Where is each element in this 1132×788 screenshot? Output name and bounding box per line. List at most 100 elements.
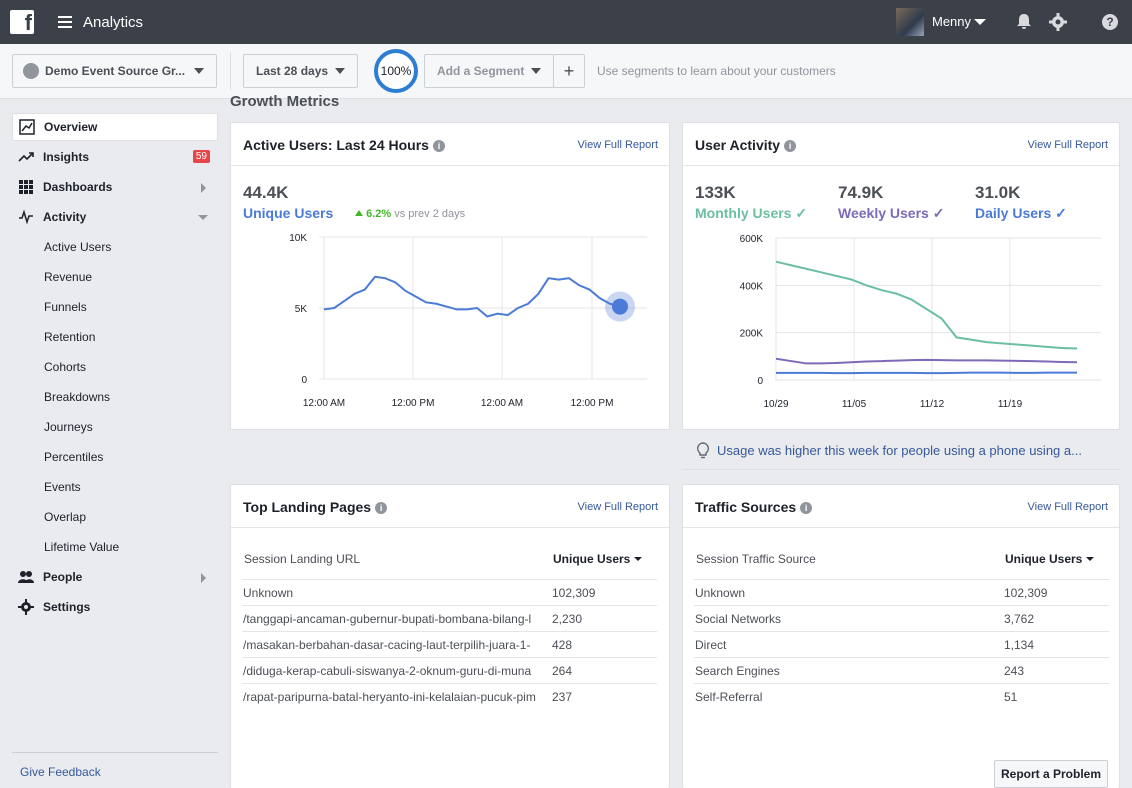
table-row[interactable]: Self-Referral 51 bbox=[694, 683, 1109, 709]
user-name[interactable]: Menny bbox=[932, 14, 972, 29]
x-tick-label: 12:00 PM bbox=[571, 398, 614, 409]
sidebar-item-label: Overview bbox=[44, 120, 98, 134]
view-full-report-link[interactable]: View Full Report bbox=[577, 139, 659, 151]
unique-users: 1,134 bbox=[1004, 638, 1035, 652]
gear-icon[interactable] bbox=[1048, 12, 1068, 32]
sidebar-item-label: Activity bbox=[43, 210, 87, 224]
sidebar-item-settings[interactable]: Settings bbox=[12, 593, 218, 621]
sidebar-item-label: People bbox=[43, 570, 83, 584]
change-indicator: 6.2% vs prev 2 days bbox=[355, 208, 465, 220]
y-tick-label: 600K bbox=[740, 234, 764, 245]
grid-icon bbox=[18, 179, 34, 195]
user-activity-chart[interactable]: 0 200K 400K 600K 10/29 11/05 11/12 11/19 bbox=[683, 226, 1119, 416]
sidebar-item-overview[interactable]: Overview bbox=[12, 113, 218, 141]
table-row[interactable]: Search Engines 243 bbox=[694, 657, 1109, 683]
sampling-percent[interactable]: 100% bbox=[374, 49, 418, 93]
bell-icon[interactable] bbox=[1014, 12, 1034, 32]
column-header-url: Session Landing URL bbox=[244, 552, 361, 566]
traffic-source: Direct bbox=[695, 638, 727, 652]
weekly-users-label[interactable]: Weekly Users ✓ bbox=[838, 205, 944, 222]
chevron-right-icon bbox=[201, 183, 206, 193]
table-row[interactable]: /diduga-kerap-cabuli-siswanya-2-oknum-gu… bbox=[242, 657, 657, 683]
sidebar-sub-revenue[interactable]: Revenue bbox=[44, 270, 93, 284]
avatar[interactable] bbox=[896, 8, 924, 36]
sidebar-item-dashboards[interactable]: Dashboards bbox=[12, 173, 218, 201]
event-source-dropdown[interactable]: Demo Event Source Gr... bbox=[12, 54, 217, 88]
view-full-report-link[interactable]: View Full Report bbox=[1027, 501, 1109, 513]
facebook-logo-icon[interactable]: f bbox=[10, 10, 34, 35]
add-segment-button[interactable]: + bbox=[553, 54, 585, 88]
table-row[interactable]: /tanggapi-ancaman-gubernur-bupati-bomban… bbox=[242, 605, 657, 631]
card-title: Active Users: Last 24 Hours i bbox=[243, 137, 445, 153]
add-segment-dropdown[interactable]: Add a Segment bbox=[424, 54, 554, 88]
info-icon[interactable]: i bbox=[432, 140, 445, 152]
x-tick-label: 12:00 AM bbox=[481, 398, 523, 409]
card-title: Traffic Sources i bbox=[695, 499, 813, 515]
insight-hint[interactable]: Usage was higher this week for people us… bbox=[682, 431, 1120, 470]
traffic-sources-card: Traffic Sources i View Full Report Sessio… bbox=[682, 484, 1120, 788]
user-activity-card: User Activity i View Full Report 133K Mon… bbox=[682, 122, 1120, 430]
help-icon[interactable]: ? bbox=[1100, 12, 1120, 32]
x-tick-label: 11/19 bbox=[998, 399, 1023, 410]
unique-users: 2,230 bbox=[552, 612, 583, 626]
check-icon: ✓ bbox=[1055, 205, 1067, 221]
monthly-users-label[interactable]: Monthly Users ✓ bbox=[695, 205, 807, 222]
column-header-source: Session Traffic Source bbox=[696, 552, 816, 566]
traffic-source: Unknown bbox=[695, 586, 746, 600]
sidebar-sub-events[interactable]: Events bbox=[44, 480, 81, 494]
report-problem-button[interactable]: Report a Problem bbox=[994, 760, 1108, 788]
table-row[interactable]: Unknown 102,309 bbox=[242, 579, 657, 605]
lightbulb-icon bbox=[696, 442, 710, 459]
sidebar-sub-retention[interactable]: Retention bbox=[44, 330, 96, 344]
table-row[interactable]: Social Networks 3,762 bbox=[694, 605, 1109, 631]
daily-users-label[interactable]: Daily Users ✓ bbox=[975, 205, 1067, 222]
card-header: Active Users: Last 24 Hours i View Full R… bbox=[231, 123, 669, 166]
user-menu-caret-icon[interactable] bbox=[974, 19, 986, 25]
give-feedback-link[interactable]: Give Feedback bbox=[20, 765, 101, 779]
sidebar-sub-cohorts[interactable]: Cohorts bbox=[44, 360, 87, 374]
daily-users-value: 31.0K bbox=[975, 183, 1021, 202]
card-header: Top Landing Pages i View Full Report bbox=[231, 485, 669, 528]
people-icon bbox=[18, 569, 34, 585]
landing-url: Unknown bbox=[243, 586, 294, 600]
sidebar-sub-funnels[interactable]: Funnels bbox=[44, 300, 87, 314]
date-range-dropdown[interactable]: Last 28 days bbox=[243, 54, 358, 88]
sidebar-sub-overlap[interactable]: Overlap bbox=[44, 510, 87, 524]
sidebar-sub-journeys[interactable]: Journeys bbox=[44, 420, 93, 434]
table-row[interactable]: Direct 1,134 bbox=[694, 631, 1109, 657]
column-header-unique-users[interactable]: Unique Users bbox=[1005, 552, 1094, 566]
column-header-unique-users[interactable]: Unique Users bbox=[553, 552, 642, 566]
active-users-chart[interactable]: 0 5K 10K 12:00 AM 12:00 PM 12:00 AM 12:00 PM bbox=[231, 226, 669, 416]
view-full-report-link[interactable]: View Full Report bbox=[577, 501, 659, 513]
table-row[interactable]: Unknown 102,309 bbox=[694, 579, 1109, 605]
segment-bar: Demo Event Source Gr... Last 28 days 100… bbox=[0, 44, 1132, 99]
sort-caret-icon bbox=[1085, 557, 1094, 561]
info-icon[interactable]: i bbox=[784, 140, 797, 152]
info-icon[interactable]: i bbox=[375, 502, 388, 514]
table-row[interactable]: /masakan-berbahan-dasar-cacing-laut-terp… bbox=[242, 631, 657, 657]
unique-users: 51 bbox=[1004, 690, 1018, 704]
unique-users: 102,309 bbox=[552, 586, 596, 600]
unique-users-label: Unique Users bbox=[243, 205, 334, 221]
landing-url: /tanggapi-ancaman-gubernur-bupati-bomban… bbox=[243, 612, 532, 626]
unique-users: 264 bbox=[552, 664, 573, 678]
series-line-weekly-users bbox=[775, 357, 1078, 365]
menu-icon[interactable] bbox=[58, 16, 72, 28]
sidebar-sub-active-users[interactable]: Active Users bbox=[44, 240, 112, 254]
table-row[interactable]: /rapat-paripurna-batal-heryanto-ini-kela… bbox=[242, 683, 657, 709]
sidebar-sub-percentiles[interactable]: Percentiles bbox=[44, 450, 104, 464]
column-header-text: Unique Users bbox=[1005, 552, 1083, 566]
landing-url: /diduga-kerap-cabuli-siswanya-2-oknum-gu… bbox=[243, 664, 532, 678]
sidebar-item-people[interactable]: People bbox=[12, 563, 218, 591]
y-tick-label: 200K bbox=[740, 329, 764, 340]
sidebar-sub-lifetime-value[interactable]: Lifetime Value bbox=[44, 540, 120, 554]
view-full-report-link[interactable]: View Full Report bbox=[1027, 139, 1109, 151]
sidebar-sub-breakdowns[interactable]: Breakdowns bbox=[44, 390, 111, 404]
sort-caret-icon bbox=[633, 557, 642, 561]
sidebar-item-activity[interactable]: Activity bbox=[12, 203, 218, 231]
sidebar-item-insights[interactable]: Insights 59 bbox=[12, 143, 218, 171]
sidebar: Overview Insights 59 Dashboards Activity… bbox=[0, 100, 228, 788]
trend-icon bbox=[18, 149, 34, 165]
info-icon[interactable]: i bbox=[800, 502, 813, 514]
add-segment-label: Add a Segment bbox=[437, 64, 525, 78]
